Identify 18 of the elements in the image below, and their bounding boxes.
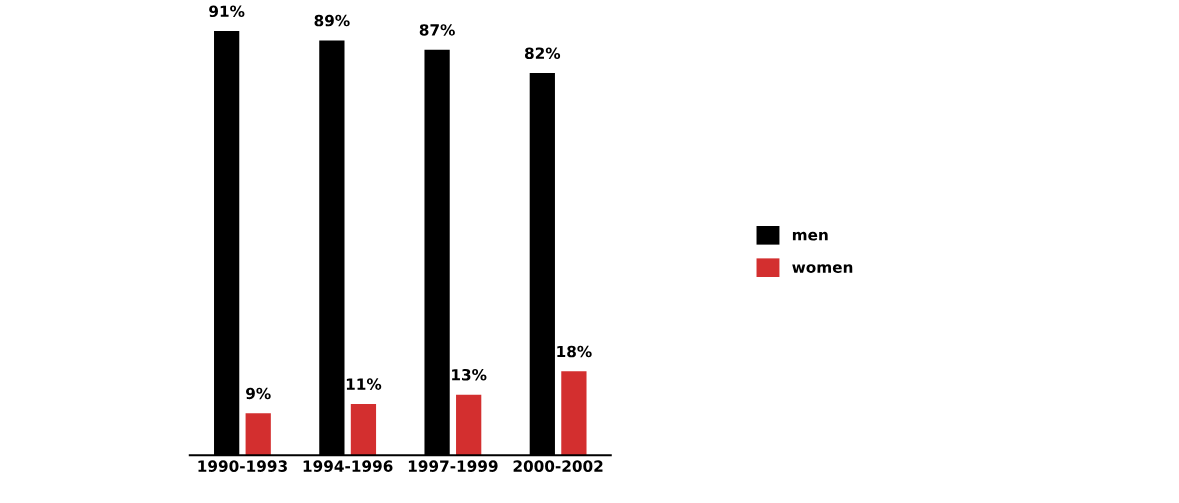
data-label: 13% — [452, 369, 487, 381]
data-label: 82% — [524, 47, 561, 59]
x-tick-label: 1990-1993 — [198, 460, 287, 472]
x-tick-label: 1997-1999 — [408, 460, 498, 472]
data-label: 87% — [419, 24, 455, 36]
x-tick-label: 2000-2002 — [513, 460, 603, 472]
bar — [350, 403, 377, 456]
data-label: 91% — [209, 5, 245, 18]
data-label: 11% — [346, 378, 382, 390]
data-label: 18% — [557, 345, 592, 358]
bar — [245, 413, 271, 456]
legend-label: women — [792, 264, 853, 273]
legend-label: men — [792, 231, 828, 241]
bar — [456, 394, 482, 456]
data-label: 89% — [314, 14, 350, 27]
data-label: 9% — [246, 387, 271, 400]
x-tick-label: 1994-1996 — [303, 460, 393, 472]
bar — [561, 371, 587, 456]
